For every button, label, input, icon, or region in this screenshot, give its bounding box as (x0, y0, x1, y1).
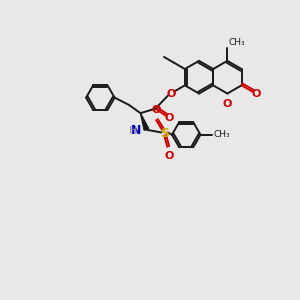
Text: O: O (223, 99, 232, 109)
Text: O: O (152, 105, 161, 115)
Text: O: O (252, 89, 261, 99)
Text: O: O (164, 113, 174, 123)
Text: O: O (166, 88, 175, 98)
Text: N: N (131, 124, 141, 137)
Text: S: S (160, 127, 169, 140)
Text: H: H (128, 126, 137, 136)
Text: O: O (164, 151, 173, 160)
Polygon shape (140, 113, 149, 130)
Text: CH₃: CH₃ (229, 38, 245, 47)
Text: CH₃: CH₃ (213, 130, 230, 139)
